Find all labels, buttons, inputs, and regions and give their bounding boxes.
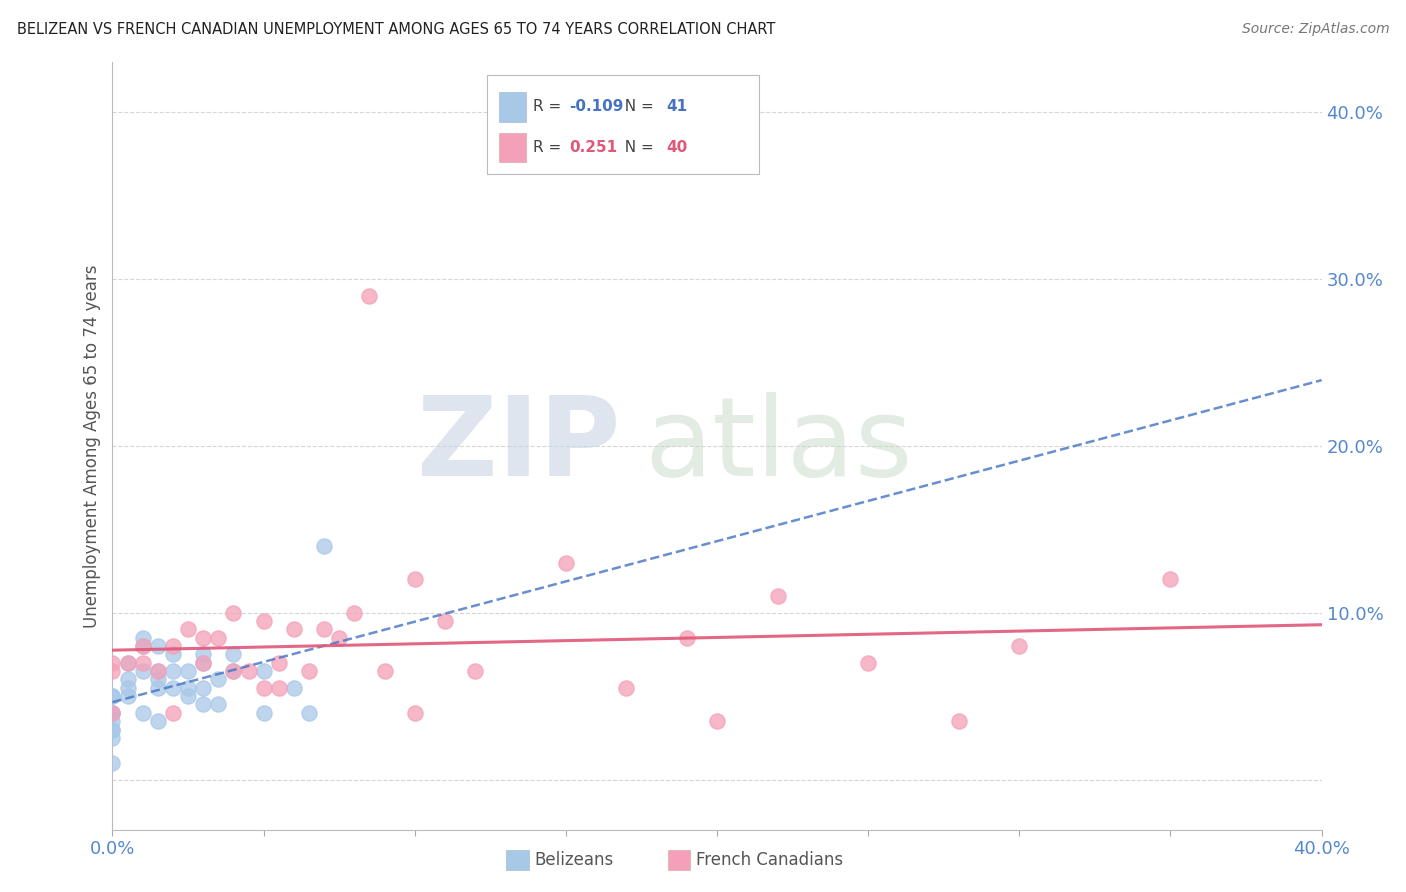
Point bbox=[314, 623, 336, 637]
Point bbox=[132, 639, 155, 653]
Point bbox=[132, 664, 155, 678]
Point bbox=[706, 714, 728, 728]
Point bbox=[675, 631, 697, 645]
Text: R =: R = bbox=[533, 140, 567, 155]
Point bbox=[132, 631, 155, 645]
Text: BELIZEAN VS FRENCH CANADIAN UNEMPLOYMENT AMONG AGES 65 TO 74 YEARS CORRELATION C: BELIZEAN VS FRENCH CANADIAN UNEMPLOYMENT… bbox=[17, 22, 775, 37]
Point bbox=[117, 656, 139, 670]
Point bbox=[117, 689, 139, 703]
Point bbox=[146, 714, 169, 728]
Point bbox=[162, 648, 184, 662]
Point bbox=[101, 756, 124, 770]
Bar bbox=[499, 93, 526, 121]
Point bbox=[359, 289, 381, 303]
Point bbox=[1008, 639, 1031, 653]
Point bbox=[132, 639, 155, 653]
Point bbox=[298, 706, 321, 720]
Point bbox=[191, 631, 214, 645]
Point bbox=[191, 681, 214, 695]
Point bbox=[222, 664, 245, 678]
Point bbox=[191, 648, 214, 662]
Point bbox=[283, 681, 305, 695]
Text: atlas: atlas bbox=[644, 392, 912, 500]
Point bbox=[117, 656, 139, 670]
Point bbox=[766, 589, 789, 603]
Point bbox=[162, 664, 184, 678]
Y-axis label: Unemployment Among Ages 65 to 74 years: Unemployment Among Ages 65 to 74 years bbox=[83, 264, 101, 628]
Point bbox=[554, 556, 576, 570]
Text: -0.109: -0.109 bbox=[569, 99, 624, 114]
Point bbox=[207, 673, 229, 687]
Point bbox=[856, 656, 880, 670]
Point bbox=[404, 573, 426, 587]
Point bbox=[267, 681, 290, 695]
Bar bbox=[488, 76, 759, 174]
Point bbox=[146, 664, 169, 678]
Point bbox=[177, 623, 200, 637]
Text: 40: 40 bbox=[666, 140, 688, 155]
Text: ZIP: ZIP bbox=[418, 392, 620, 500]
Point bbox=[222, 664, 245, 678]
Point bbox=[117, 673, 139, 687]
Point bbox=[101, 706, 124, 720]
Point bbox=[374, 664, 396, 678]
Text: Belizeans: Belizeans bbox=[534, 851, 613, 869]
Point bbox=[283, 623, 305, 637]
Point bbox=[253, 664, 276, 678]
Point bbox=[177, 681, 200, 695]
Point bbox=[191, 698, 214, 712]
Point bbox=[101, 689, 124, 703]
Point bbox=[267, 656, 290, 670]
Point bbox=[117, 681, 139, 695]
Point bbox=[101, 706, 124, 720]
Point bbox=[222, 648, 245, 662]
Point bbox=[207, 698, 229, 712]
Point bbox=[464, 664, 486, 678]
Text: N =: N = bbox=[616, 140, 659, 155]
Point bbox=[162, 639, 184, 653]
Point bbox=[146, 639, 169, 653]
Point bbox=[948, 714, 970, 728]
Text: 0.251: 0.251 bbox=[569, 140, 617, 155]
Text: Source: ZipAtlas.com: Source: ZipAtlas.com bbox=[1241, 22, 1389, 37]
Point bbox=[253, 706, 276, 720]
Point bbox=[191, 656, 214, 670]
Point bbox=[101, 664, 124, 678]
Point bbox=[162, 706, 184, 720]
Point bbox=[207, 631, 229, 645]
Point bbox=[162, 681, 184, 695]
Point bbox=[328, 631, 350, 645]
Point bbox=[314, 539, 336, 553]
Point bbox=[433, 614, 456, 628]
Point bbox=[222, 606, 245, 620]
Text: R =: R = bbox=[533, 99, 567, 114]
Text: 41: 41 bbox=[666, 99, 688, 114]
Point bbox=[101, 706, 124, 720]
Point bbox=[253, 681, 276, 695]
Point bbox=[1159, 573, 1181, 587]
Point bbox=[404, 706, 426, 720]
Point bbox=[343, 606, 366, 620]
Point bbox=[101, 731, 124, 745]
Point bbox=[253, 614, 276, 628]
Point bbox=[132, 656, 155, 670]
Point bbox=[101, 714, 124, 728]
Point bbox=[101, 723, 124, 737]
Point bbox=[298, 664, 321, 678]
Point bbox=[177, 664, 200, 678]
Point bbox=[191, 656, 214, 670]
Text: French Canadians: French Canadians bbox=[696, 851, 844, 869]
Text: N =: N = bbox=[616, 99, 659, 114]
Point bbox=[101, 723, 124, 737]
Point bbox=[177, 689, 200, 703]
Point bbox=[616, 681, 638, 695]
Point bbox=[238, 664, 260, 678]
Point bbox=[146, 681, 169, 695]
Point bbox=[101, 656, 124, 670]
Point bbox=[146, 673, 169, 687]
Point bbox=[132, 706, 155, 720]
Bar bbox=[499, 133, 526, 162]
Point bbox=[101, 689, 124, 703]
Point bbox=[146, 664, 169, 678]
